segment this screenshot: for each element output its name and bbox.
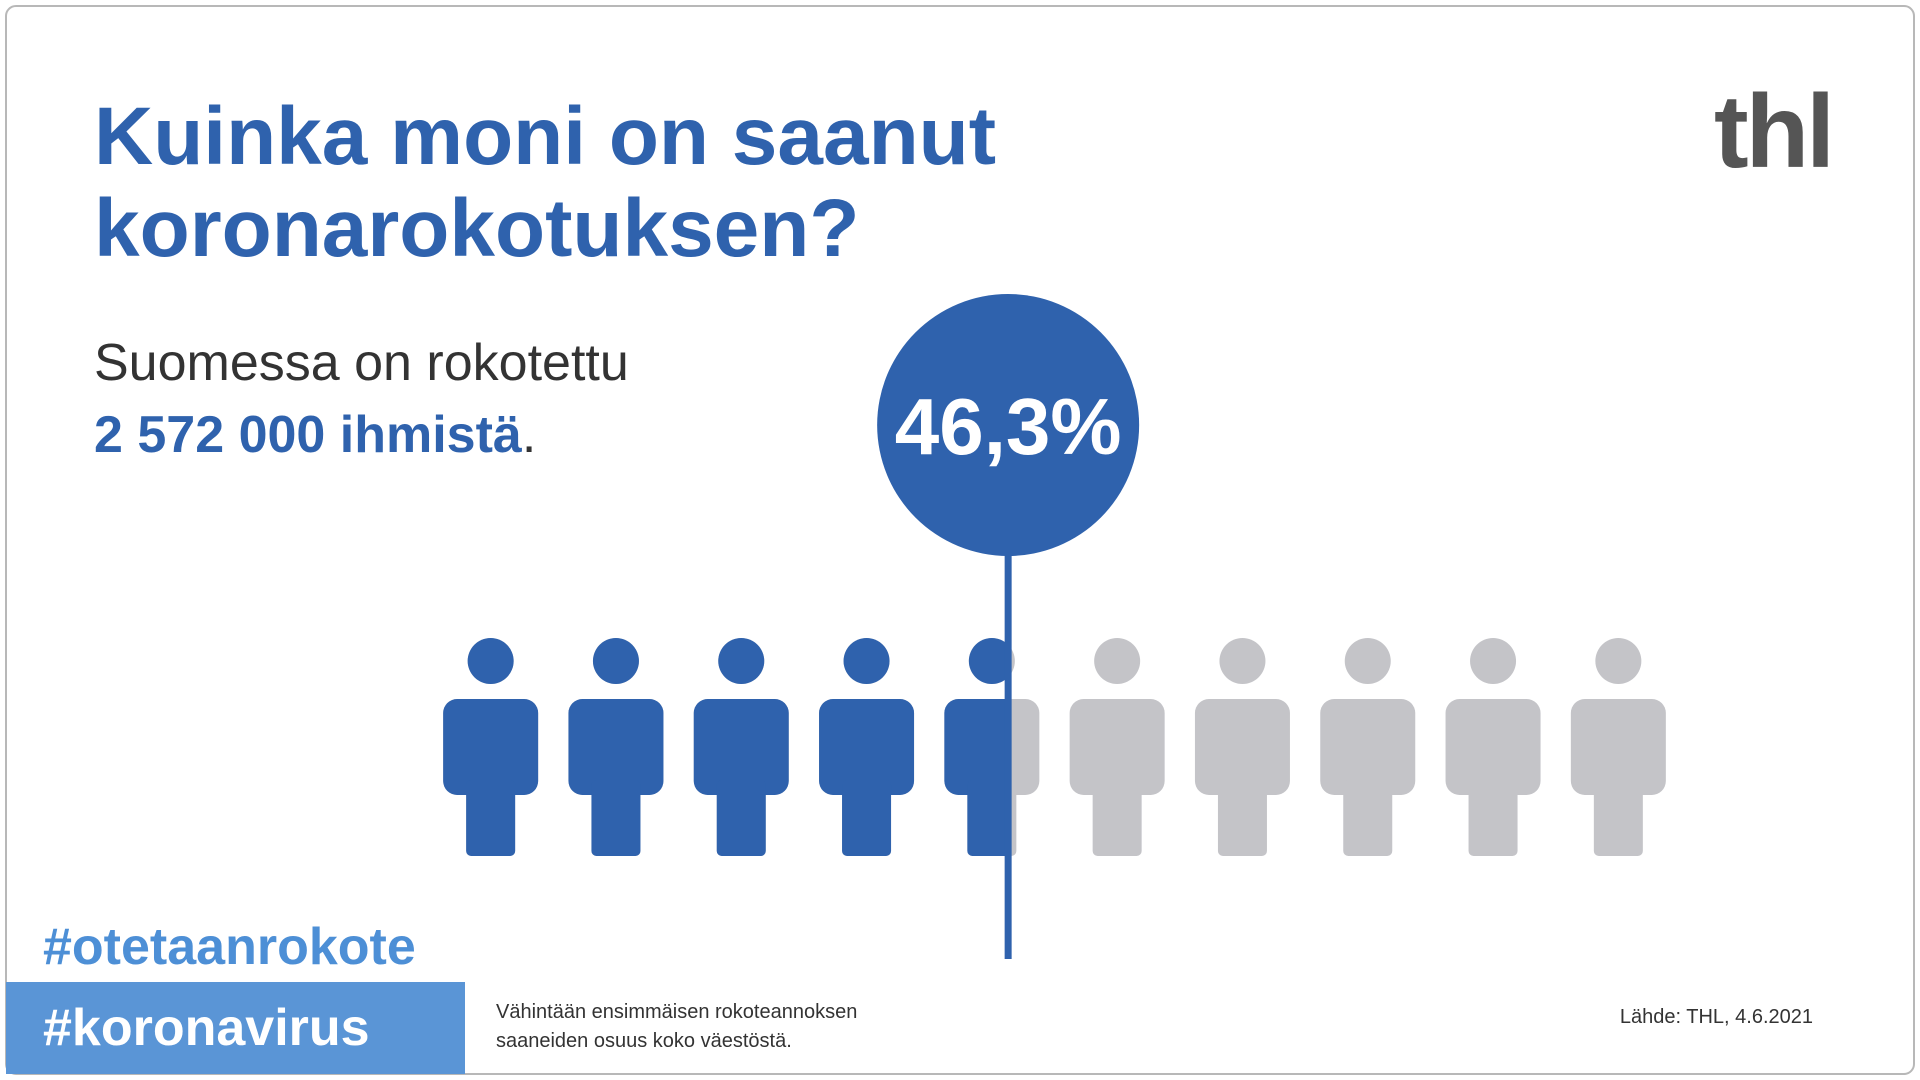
- hashtag-box: [6, 982, 465, 1074]
- value-bubble: [877, 294, 1140, 556]
- person-icon: [1445, 638, 1541, 856]
- person-icon: [568, 638, 664, 856]
- note: Vähintään ensimmäisen rokoteannoksen: [496, 1001, 857, 1023]
- icon-legs: [1593, 780, 1643, 856]
- pictogram: 46,3%: [443, 294, 1666, 959]
- icon-legs: [1343, 780, 1393, 856]
- punctuation: .: [522, 406, 536, 464]
- icon-body: [1445, 699, 1541, 795]
- logo: thl: [1714, 74, 1832, 190]
- icon-head: [467, 638, 514, 684]
- icon-legs: [967, 780, 1009, 856]
- icon-body: [1069, 699, 1165, 795]
- icon-body: [819, 699, 915, 795]
- icon-head: [1094, 638, 1141, 684]
- icon-body: [693, 699, 789, 795]
- icon-body: [1570, 699, 1666, 795]
- icon-head: [968, 638, 1009, 684]
- person-icon: [944, 638, 1009, 856]
- note: saaneiden osuus koko väestöstä.: [496, 1030, 792, 1052]
- icon-body: [1194, 699, 1290, 795]
- icon-head: [843, 638, 890, 684]
- person-icon: [693, 638, 789, 856]
- icon-head: [1470, 638, 1517, 684]
- person-icon: [819, 638, 915, 856]
- value-label: 46,3%: [895, 382, 1122, 471]
- icon-head: [1595, 638, 1642, 684]
- highlight: 2 572 000 ihmistä: [94, 406, 523, 464]
- icon-body: [443, 699, 539, 795]
- person-icon: [1320, 638, 1416, 856]
- icon-head: [592, 638, 639, 684]
- person-icon: [1069, 638, 1165, 856]
- title-line: Kuinka moni on saanut: [94, 91, 996, 182]
- filled-icons: [443, 638, 1009, 856]
- icon-legs: [466, 780, 516, 856]
- icon-body: [568, 699, 664, 795]
- hashtag: #koronavirus: [43, 999, 370, 1057]
- summary-highlight: 2 572 000 ihmistä.: [94, 406, 536, 464]
- person-icon: [1570, 638, 1666, 856]
- icon-body: [944, 699, 1009, 795]
- icon-legs: [1092, 780, 1142, 856]
- source: Lähde: THL, 4.6.2021: [1620, 1006, 1813, 1028]
- icon-head: [1219, 638, 1266, 684]
- icon-head: [1344, 638, 1391, 684]
- icon-legs: [591, 780, 641, 856]
- icon-legs: [1468, 780, 1518, 856]
- icon-head: [718, 638, 765, 684]
- person-icon: [1194, 638, 1290, 856]
- hashtag: #otetaanrokote: [43, 918, 416, 976]
- icon-legs: [842, 780, 892, 856]
- icon-body: [1320, 699, 1416, 795]
- icon-legs: [716, 780, 766, 856]
- title-line: koronarokotuksen?: [94, 183, 859, 274]
- person-icon: [443, 638, 539, 856]
- icon-legs: [1217, 780, 1267, 856]
- summary-text: Suomessa on rokotettu: [94, 334, 629, 392]
